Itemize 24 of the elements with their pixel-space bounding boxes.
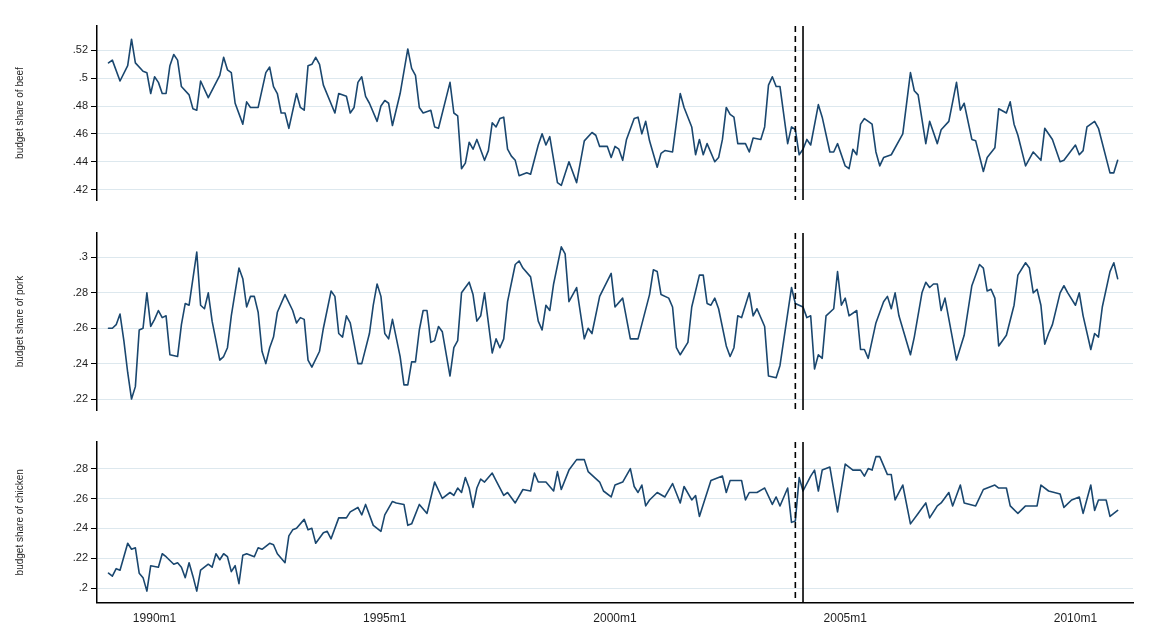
x-tick-label: 2005m1 (823, 611, 868, 626)
y-tick-label: .48 (72, 99, 88, 112)
y-tick-label: .2 (78, 581, 88, 594)
y-tick-label: .5 (78, 71, 88, 84)
y-tick-label: .24 (72, 521, 88, 534)
x-tick-label: 1990m1 (132, 611, 177, 626)
y-tick-label: .44 (72, 154, 88, 167)
y-axis-title: budget share of chicken (13, 469, 25, 576)
y-tick-label: .46 (72, 126, 88, 139)
y-tick-label: .22 (72, 392, 88, 405)
y-tick-label: .24 (72, 356, 88, 369)
x-tick-label: 2000m1 (593, 611, 637, 626)
y-tick-label: .28 (72, 461, 88, 474)
y-axis-title: budget share of pork (13, 274, 25, 368)
y-tick-label: .26 (72, 321, 88, 334)
y-tick-label: .28 (72, 285, 88, 298)
y-tick-label: .22 (72, 551, 88, 564)
y-tick-label: .26 (72, 491, 88, 504)
y-tick-label: .52 (72, 43, 88, 56)
y-tick-label: .42 (72, 182, 88, 195)
x-tick-label: 1995m1 (363, 611, 407, 626)
y-tick-label: .3 (78, 250, 88, 263)
y-axis-title: budget share of beef (13, 66, 25, 159)
x-tick-label: 2010m1 (1053, 611, 1098, 626)
